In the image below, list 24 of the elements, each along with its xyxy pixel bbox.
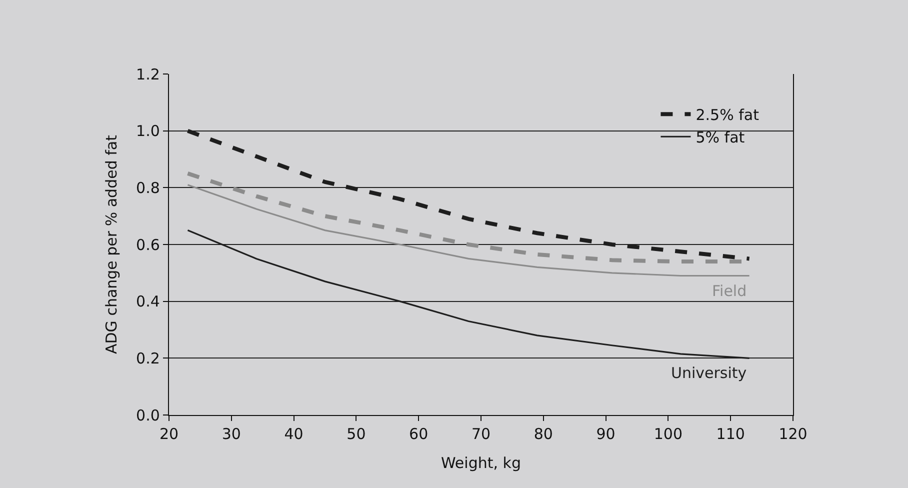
y-tick-label: 0.6 — [136, 236, 160, 254]
legend-label: 5% fat — [696, 128, 745, 146]
x-axis-title: Weight, kg — [440, 454, 522, 472]
y-tick-label: 0.4 — [136, 292, 160, 311]
x-tick-label: 50 — [346, 425, 366, 444]
y-tick-label: 1.2 — [136, 65, 160, 84]
x-tick-label: 70 — [471, 425, 491, 444]
annotation: University — [671, 364, 747, 382]
x-tick-label: 30 — [222, 425, 241, 444]
x-tick-label: 40 — [284, 425, 304, 444]
x-tick-label: 110 — [716, 425, 745, 444]
y-tick-label: 1.0 — [136, 122, 160, 140]
y-axis-title: ADG change per % added fat — [102, 134, 120, 354]
x-tick-label: 20 — [159, 425, 179, 444]
x-tick-label: 120 — [778, 425, 808, 444]
annotation: Field — [712, 282, 747, 300]
x-tick-label: 90 — [596, 425, 616, 444]
y-tick-label: 0.8 — [136, 178, 160, 197]
x-tick-label: 60 — [409, 425, 428, 444]
y-tick-label: 0.2 — [136, 349, 160, 368]
x-tick-label: 80 — [534, 425, 553, 444]
x-tick-label: 100 — [654, 425, 683, 444]
legend-label: 2.5% fat — [696, 106, 760, 124]
y-tick-label: 0.0 — [136, 406, 160, 424]
